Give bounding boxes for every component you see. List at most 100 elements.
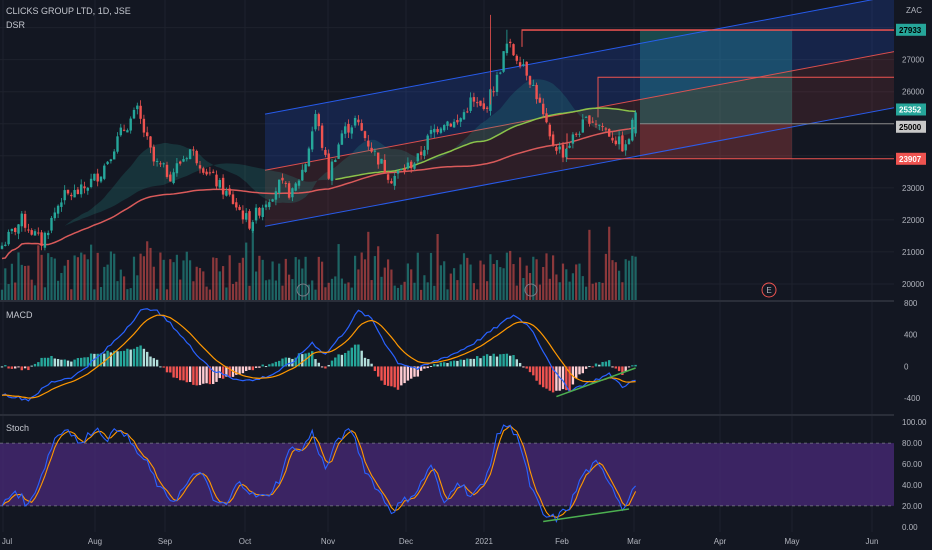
- macd-histogram-bar: [512, 355, 515, 367]
- volume-bar: [433, 285, 436, 300]
- macd-histogram-bar: [195, 366, 198, 386]
- candle-body: [297, 180, 301, 186]
- volume-bar: [169, 259, 172, 300]
- price-axis: 2000021000220002300024000250002600027000…: [894, 0, 932, 550]
- event-markers: E: [296, 282, 777, 298]
- time-tick-label: Sep: [158, 537, 173, 546]
- candle-body: [20, 213, 23, 227]
- volume-bar: [7, 284, 10, 300]
- candle-body: [419, 151, 423, 156]
- macd-histogram-bar: [631, 365, 634, 367]
- macd-histogram-bar: [287, 357, 291, 367]
- volume-bar: [139, 253, 142, 300]
- volume-bar: [439, 265, 442, 300]
- candle-body: [212, 171, 215, 173]
- macd-histogram-bar: [446, 362, 449, 367]
- macd-histogram-bar: [565, 366, 568, 391]
- candle-body: [377, 152, 380, 165]
- macd-histogram-bar: [429, 365, 433, 367]
- candle-body: [330, 161, 334, 181]
- macd-histogram-bar: [535, 366, 538, 381]
- candle-body: [337, 144, 340, 159]
- macd-histogram-bar: [14, 366, 17, 369]
- volume-bar: [53, 258, 56, 300]
- candle-body: [304, 164, 307, 172]
- macd-histogram-bar: [281, 358, 284, 367]
- volume-bar: [17, 252, 20, 300]
- macd-histogram-bar: [617, 366, 621, 372]
- price-tag-target-label: 27933: [899, 26, 922, 35]
- macd-histogram-bar: [502, 353, 505, 367]
- candle-body: [172, 172, 175, 184]
- volume-bar: [245, 242, 248, 300]
- macd-histogram-bar: [344, 352, 347, 367]
- volume-bar: [258, 255, 261, 300]
- macd-histogram-bar: [152, 358, 155, 367]
- macd-histogram-bar: [235, 366, 238, 375]
- candle-body: [578, 133, 581, 135]
- volume-bar: [555, 274, 558, 300]
- macd-histogram-bar: [581, 366, 584, 374]
- candle-body: [406, 162, 410, 169]
- macd-histogram-bar: [56, 359, 60, 367]
- candle-body: [202, 168, 205, 173]
- macd-histogram-bar: [10, 366, 14, 369]
- macd-histogram-bar: [83, 357, 86, 367]
- macd-histogram-bar: [393, 366, 396, 388]
- candle-body: [535, 84, 538, 100]
- candle-body: [4, 244, 7, 246]
- macd-histogram-bar: [23, 366, 27, 369]
- candle-body: [37, 232, 40, 234]
- macd-histogram-bar: [377, 366, 380, 377]
- volume-bar: [558, 282, 561, 300]
- macd-histogram-bar: [241, 366, 245, 374]
- macd-histogram-bar: [495, 356, 499, 367]
- volume-bar: [113, 253, 116, 300]
- volume-bar: [195, 266, 198, 300]
- volume-bar: [423, 275, 426, 300]
- volume-bar: [189, 260, 192, 300]
- candle-body: [584, 116, 588, 118]
- candle-body: [182, 159, 185, 162]
- macd-histogram-bar: [122, 350, 126, 367]
- candle-body: [542, 103, 545, 115]
- macd-histogram-bar: [558, 366, 561, 391]
- macd-histogram-bar: [621, 366, 624, 376]
- macd-histogram-bar: [413, 366, 416, 377]
- volume-bar: [400, 284, 403, 300]
- volume-bar: [294, 257, 297, 300]
- volume-bar: [396, 287, 400, 300]
- volume-bar: [103, 266, 106, 300]
- volume-bar: [443, 261, 446, 300]
- channel-upper-fill: [265, 0, 894, 171]
- macd-histogram-bar: [76, 358, 80, 367]
- macd-histogram-bar: [459, 359, 462, 367]
- volume-bar: [20, 264, 23, 300]
- macd-histogram-bar: [499, 354, 502, 367]
- macd-histogram-bar: [555, 366, 558, 391]
- macd-histogram-bar: [228, 366, 231, 377]
- volume-bar: [93, 289, 96, 300]
- volume-bar: [225, 287, 228, 300]
- macd-histogram-bar: [575, 366, 578, 378]
- candle-body: [159, 163, 162, 165]
- candle-body: [423, 150, 426, 156]
- macd-histogram-bar: [443, 362, 446, 367]
- volume-bar: [532, 256, 535, 300]
- volume-bar: [156, 288, 159, 300]
- volume-bar: [631, 255, 634, 300]
- volume-bar: [575, 264, 578, 300]
- candle-body: [327, 153, 330, 179]
- macd-histogram-bar: [439, 362, 443, 367]
- volume-bar: [482, 264, 485, 300]
- candle-body: [608, 128, 611, 137]
- macd-histogram-bar: [162, 366, 165, 368]
- volume-bar: [27, 265, 30, 300]
- candle-body: [281, 177, 284, 181]
- candle-body: [241, 210, 245, 220]
- macd-tick-label: 800: [904, 299, 918, 308]
- volume-bar: [321, 261, 324, 300]
- macd-histogram-bar: [419, 366, 423, 371]
- candle-body: [89, 178, 93, 187]
- volume-bar: [350, 287, 353, 300]
